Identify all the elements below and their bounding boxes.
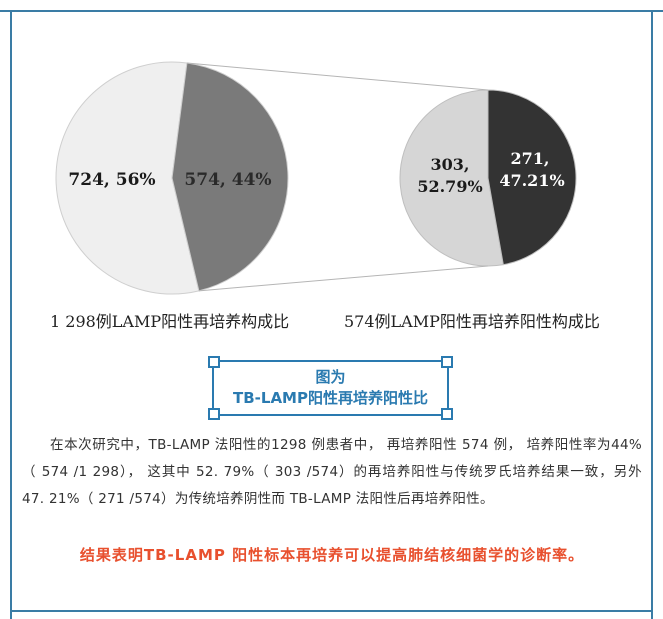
right-pie-label-dark-count: 271, <box>511 149 550 168</box>
title-box-corner <box>208 408 220 420</box>
connector-line-bottom <box>198 265 489 292</box>
left-pie-slice-large <box>55 61 200 295</box>
figure-title-box: 图为 TB-LAMP阳性再培养阳性比 <box>208 356 453 420</box>
right-pie-slice-dark <box>487 89 577 266</box>
frame-top-border <box>0 10 663 12</box>
figure-title-line2: TB-LAMP阳性再培养阳性比 <box>233 389 428 407</box>
left-pie-label-small: 574, 44% <box>184 170 271 190</box>
frame-right-border <box>651 10 653 619</box>
left-pie-caption: 1 298例LAMP阳性再培养构成比 <box>50 312 290 331</box>
body-paragraph-container: 在本次研究中，TB-LAMP 法阳性的1298 例患者中， 再培养阳性 574 … <box>22 432 642 513</box>
right-pie-label-dark-percent: 47.21% <box>499 171 564 190</box>
title-box-corner <box>441 356 453 368</box>
right-pie-label-light-count: 303, <box>431 155 470 174</box>
figure-title-line1: 图为 <box>315 368 346 386</box>
connector-line-top <box>186 62 489 91</box>
left-pie-slice-small <box>171 62 289 292</box>
right-pie-caption: 574例LAMP阳性再培养阳性构成比 <box>344 312 600 331</box>
frame-left-border <box>10 10 12 619</box>
right-pie-slice-light <box>399 89 504 267</box>
conclusion-text: 结果表明TB-LAMP 阳性标本再培养可以提高肺结核细菌学的诊断率。 <box>79 546 585 564</box>
right-pie-label-light-percent: 52.79% <box>417 177 482 196</box>
left-pie-label-large: 724, 56% <box>68 170 155 190</box>
pie-of-pie-chart: 724, 56% 574, 44% 303, 52.79% 271, 47.21% <box>55 61 577 295</box>
title-box-corner <box>441 408 453 420</box>
title-box-corner <box>208 356 220 368</box>
body-paragraph: 在本次研究中，TB-LAMP 法阳性的1298 例患者中， 再培养阳性 574 … <box>22 437 642 507</box>
frame-bottom-border <box>10 610 653 612</box>
